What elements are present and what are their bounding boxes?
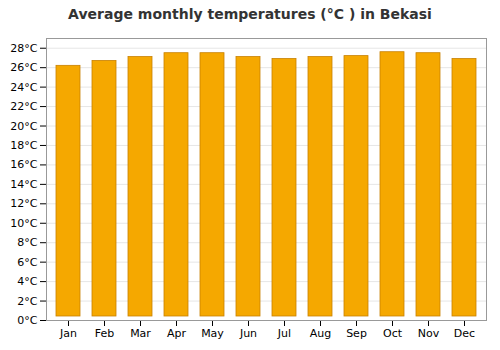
svg-text:Jun: Jun — [239, 327, 257, 340]
svg-text:22°C: 22°C — [10, 100, 37, 113]
svg-text:6°C: 6°C — [17, 256, 37, 269]
svg-text:2°C: 2°C — [17, 295, 37, 308]
svg-text:26°C: 26°C — [10, 61, 37, 74]
svg-text:12°C: 12°C — [10, 197, 37, 210]
svg-text:28°C: 28°C — [10, 42, 37, 55]
svg-text:Oct: Oct — [383, 327, 403, 340]
svg-text:Apr: Apr — [167, 327, 187, 340]
svg-text:8°C: 8°C — [17, 236, 37, 249]
svg-text:10°C: 10°C — [10, 217, 37, 230]
svg-text:Feb: Feb — [95, 327, 114, 340]
html-text:Average monthly temperatures (: Average monthly temperatures (°C ) in Be… — [68, 6, 432, 22]
svg-text:Dec: Dec — [454, 327, 475, 340]
svg-text:Aug: Aug — [310, 327, 331, 340]
svg-text:4°C: 4°C — [17, 275, 37, 288]
svg-text:14°C: 14°C — [10, 178, 37, 191]
svg-text:Mar: Mar — [130, 327, 151, 340]
svg-text:May: May — [201, 327, 224, 340]
svg-text:Jan: Jan — [59, 327, 77, 340]
svg-text:24°C: 24°C — [10, 81, 37, 94]
svg-text:18°C: 18°C — [10, 139, 37, 152]
svg-text:Nov: Nov — [418, 327, 440, 340]
svg-text:Sep: Sep — [346, 327, 367, 340]
svg-text:16°C: 16°C — [10, 158, 37, 171]
svg-text:0°C: 0°C — [17, 314, 37, 327]
svg-text:Jul: Jul — [277, 327, 291, 340]
svg-text:20°C: 20°C — [10, 120, 37, 133]
